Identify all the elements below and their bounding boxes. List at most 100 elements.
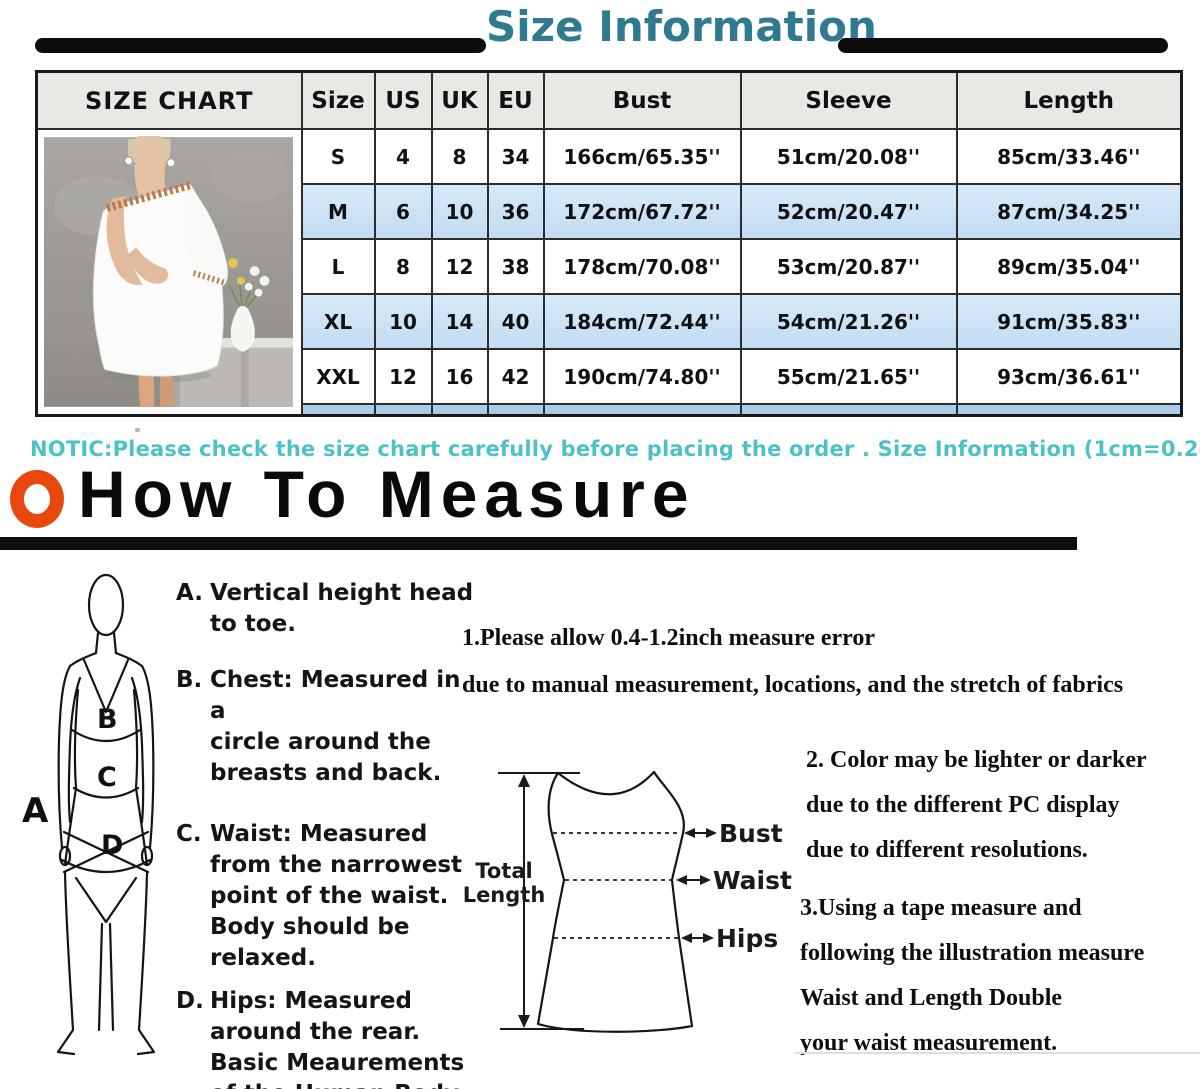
cell-uk: 16	[430, 348, 489, 405]
measure-steps: A. Vertical height head to toe. B. Chest…	[176, 578, 476, 1089]
cell-size: M	[300, 183, 376, 240]
title-rule-left	[35, 38, 486, 53]
waist-arrow	[676, 875, 711, 885]
body-outline	[56, 573, 156, 1056]
cell-length: 93cm/36.61''	[955, 348, 1183, 405]
bust-label: Bust	[719, 819, 783, 848]
figure-label-d: D	[101, 830, 123, 861]
total-length-arrow	[498, 772, 584, 1030]
partial-row-cell	[300, 403, 376, 417]
cell-us: 12	[373, 348, 433, 405]
cell-sleeve: 54cm/21.26''	[739, 293, 958, 350]
cell-size: S	[300, 128, 376, 185]
measure-step-b: B. Chest: Measured in a circle around th…	[176, 665, 476, 789]
hips-label: Hips	[716, 924, 778, 953]
page-title: Size Information	[486, 2, 877, 51]
cell-us: 4	[373, 128, 433, 185]
total-length-label-line2: Length	[463, 883, 546, 907]
note-color-difference: 2. Color may be lighter or darker due to…	[806, 747, 1147, 863]
bust-arrow	[684, 828, 717, 838]
cell-size: XL	[300, 293, 376, 350]
dress-measure-diagram: Total Length Bust Waist Hips	[463, 770, 792, 1033]
step-text: Waist: Measured from the narrowest point…	[210, 821, 463, 971]
step-label: A.	[176, 580, 203, 606]
cell-eu: 34	[486, 128, 545, 185]
partial-row-cell	[739, 403, 958, 417]
cell-length: 91cm/35.83''	[955, 293, 1183, 350]
cell-length: 85cm/33.46''	[955, 128, 1183, 185]
cell-uk: 8	[430, 128, 489, 185]
figure-label-c: C	[97, 762, 117, 793]
model-photo-cell	[35, 128, 303, 417]
model-photo	[44, 136, 293, 407]
cell-us: 6	[373, 183, 433, 240]
cell-length: 89cm/35.04''	[955, 238, 1183, 295]
cell-uk: 10	[430, 183, 489, 240]
measure-step-c: C. Waist: Measured from the narrowest po…	[176, 819, 476, 974]
size-chart-table: SIZE CHART Size US UK EU Bust Sleeve Len…	[35, 70, 1183, 417]
column-header-size-chart: SIZE CHART	[35, 70, 303, 130]
step-text: Hips: Measured around the rear. Basic Me…	[210, 988, 465, 1089]
cell-eu: 36	[486, 183, 545, 240]
table-row-s: S 4 8 34 166cm/65.35'' 51cm/20.08'' 85cm…	[35, 128, 1183, 417]
step-text: Vertical height head to toe.	[210, 580, 474, 637]
vase	[230, 305, 255, 352]
column-header-sleeve: Sleeve	[739, 70, 958, 130]
partial-row-cell	[430, 403, 489, 417]
cell-bust: 184cm/72.44''	[542, 293, 742, 350]
hips-arrow	[681, 933, 714, 943]
partial-row-cell	[542, 403, 742, 417]
column-header-size: Size	[300, 70, 376, 130]
model-figure	[92, 136, 228, 407]
cell-size: L	[300, 238, 376, 295]
step-label: D.	[176, 988, 204, 1014]
cell-bust: 178cm/70.08''	[542, 238, 742, 295]
body-figure-diagram: A B C D	[22, 573, 156, 1056]
partial-row-cell	[486, 403, 545, 417]
table-header-row: SIZE CHART Size US UK EU Bust Sleeve Len…	[35, 70, 1183, 130]
table-row-xl: XL 10 14 40 184cm/72.44'' 54cm/21.26'' 9…	[37, 293, 1183, 350]
note-tape-measure: 3.Using a tape measure and following the…	[800, 895, 1145, 1056]
how-to-measure-heading: How To Measure	[78, 457, 696, 531]
figure-label-b: B	[97, 704, 118, 735]
cell-us: 8	[373, 238, 433, 295]
step-label: B.	[176, 667, 203, 693]
table-partial-row	[37, 403, 1183, 417]
cell-bust: 172cm/67.72''	[542, 183, 742, 240]
cell-size: XXL	[300, 348, 376, 405]
cropped-artifact-line	[795, 1052, 1200, 1054]
waist-label: Waist	[713, 866, 792, 895]
figure-label-a: A	[22, 791, 49, 831]
column-header-length: Length	[955, 70, 1183, 130]
column-header-eu: EU	[486, 70, 545, 130]
cell-sleeve: 52cm/20.47''	[739, 183, 958, 240]
ring-icon	[10, 470, 64, 528]
partial-row-cell	[373, 403, 433, 417]
artifact-dot	[135, 428, 140, 432]
measure-step-d: D. Hips: Measured around the rear. Basic…	[176, 986, 476, 1089]
cell-eu: 40	[486, 293, 545, 350]
measure-lines	[553, 832, 681, 939]
cell-length: 87cm/34.25''	[955, 183, 1183, 240]
notice-text: NOTIC:Please check the size chart carefu…	[30, 437, 1200, 461]
heading-underline	[0, 537, 1077, 550]
column-header-us: US	[373, 70, 433, 130]
column-header-uk: UK	[430, 70, 489, 130]
cell-uk: 12	[430, 238, 489, 295]
dress-outline	[536, 770, 694, 1033]
cell-eu: 42	[486, 348, 545, 405]
cell-sleeve: 53cm/20.87''	[739, 238, 958, 295]
cell-bust: 190cm/74.80''	[542, 348, 742, 405]
cell-us: 10	[373, 293, 433, 350]
measure-step-a: A. Vertical height head to toe.	[176, 578, 476, 640]
title-rule-right	[838, 38, 1168, 53]
note-measure-error: 1.Please allow 0.4-1.2inch measure error…	[462, 625, 1124, 698]
step-text: Chest: Measured in a circle around the b…	[210, 667, 461, 786]
cell-sleeve: 51cm/20.08''	[739, 128, 958, 185]
cell-eu: 38	[486, 238, 545, 295]
total-length-label-line1: Total	[475, 859, 532, 883]
column-header-bust: Bust	[542, 70, 742, 130]
table-row-m: M 6 10 36 172cm/67.72'' 52cm/20.47'' 87c…	[37, 183, 1183, 240]
partial-row-cell	[955, 403, 1183, 417]
